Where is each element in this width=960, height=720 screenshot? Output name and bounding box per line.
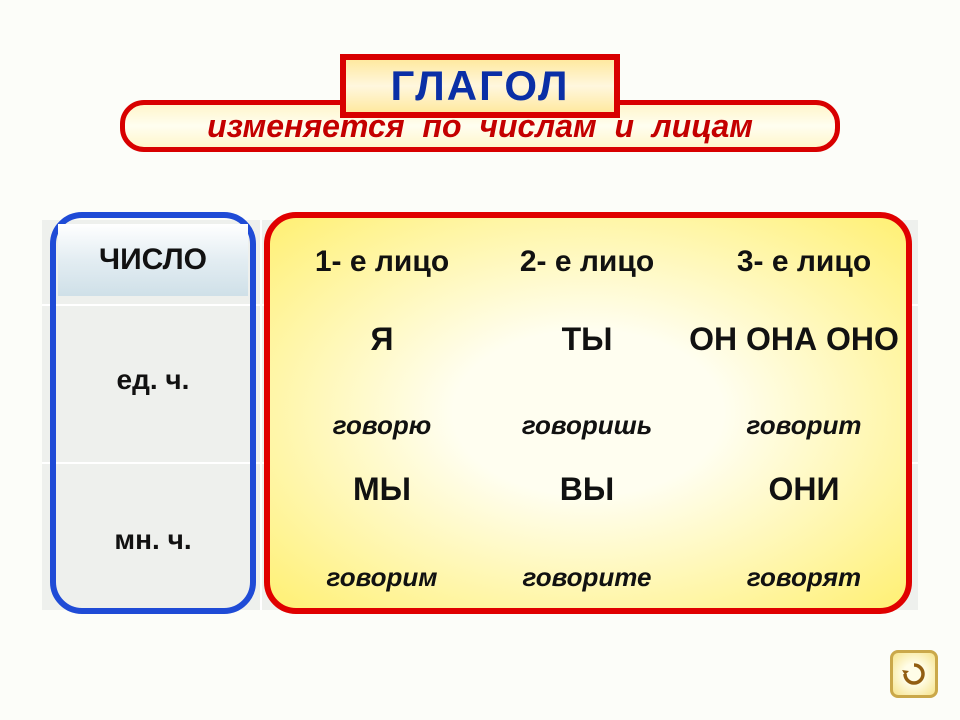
pronoun-3pl: ОНИ	[704, 472, 904, 507]
verb-1sg: говорю	[282, 410, 482, 441]
col-header-1: 1- е лицо	[282, 232, 482, 292]
col-header-2: 2- е лицо	[482, 232, 692, 292]
verb-2pl: говорите	[482, 562, 692, 593]
pronoun-2pl: ВЫ	[482, 472, 692, 507]
return-button[interactable]	[890, 650, 938, 698]
verb-3sg: говорит	[704, 410, 904, 441]
pronoun-1sg: Я	[282, 322, 482, 357]
grid-line	[260, 220, 262, 610]
pronoun-1pl: МЫ	[282, 472, 482, 507]
conjugation-table: ЧИСЛО ед. ч. мн. ч. 1- е лицо 2- е лицо …	[42, 220, 918, 610]
row-label-plural: мн. ч.	[48, 510, 258, 570]
pronoun-2sg: ТЫ	[482, 322, 692, 357]
row-label-singular: ед. ч.	[48, 350, 258, 410]
verb-1pl: говорим	[282, 562, 482, 593]
row-header: ЧИСЛО	[99, 243, 207, 277]
col-header-3: 3- е лицо	[704, 232, 904, 292]
title-box: ГЛАГОЛ	[340, 54, 620, 118]
verb-3pl: говорят	[704, 562, 904, 593]
persons-content: 1- е лицо 2- е лицо 3- е лицо Я говорю Т…	[264, 212, 912, 614]
pronoun-3sg: ОН ОНА ОНО	[684, 322, 904, 357]
return-arrow-icon	[899, 659, 929, 689]
row-header-box: ЧИСЛО	[58, 224, 248, 296]
title-text: ГЛАГОЛ	[391, 62, 570, 110]
verb-2sg: говоришь	[482, 410, 692, 441]
